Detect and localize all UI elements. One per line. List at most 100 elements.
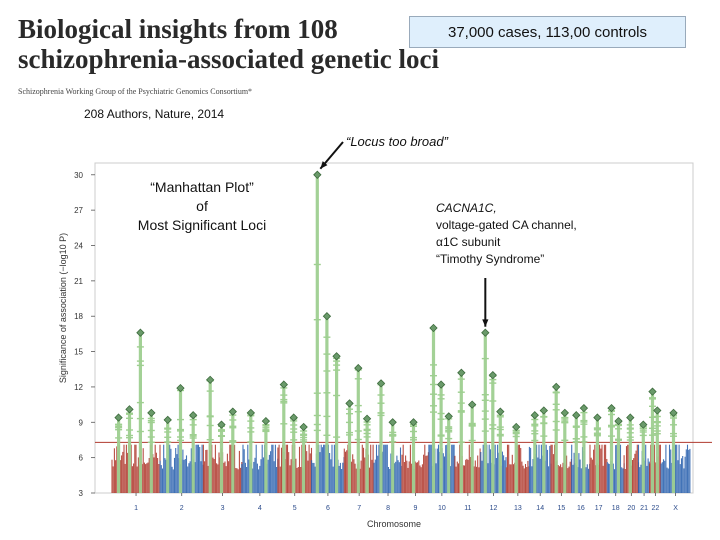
slide-title: Biological insights from 108 schizophren… (18, 14, 538, 74)
peak-chr3-2 (217, 420, 226, 493)
peak-chr3-3 (228, 407, 237, 493)
x-tick-label: 4 (258, 505, 262, 512)
peak-chr21-1 (639, 420, 648, 493)
peak-chr16-2 (579, 403, 589, 493)
gene-line-2: voltage-gated CA channel, (436, 218, 577, 232)
x-tick-label: 15 (557, 505, 565, 512)
peak-chr2-3 (189, 411, 198, 493)
x-tick-label: 5 (293, 505, 297, 512)
x-tick-label: 8 (386, 505, 390, 512)
peak-chr12-3 (496, 407, 505, 493)
x-tick-label: 7 (357, 505, 361, 512)
x-tick-label: 1 (134, 505, 138, 512)
peak-chr10-1 (429, 323, 438, 493)
peak-chr1-4 (147, 408, 156, 493)
gene-name: CACNA1C, (436, 201, 497, 215)
manhattan-note-line-1: “Manhattan Plot” (150, 179, 254, 195)
x-tick-label: 2 (180, 505, 184, 512)
x-tick-label: 6 (326, 505, 330, 512)
x-tick-label: 12 (490, 505, 498, 512)
x-tick-label: 9 (413, 505, 417, 512)
manhattan-note-line-2: of (196, 198, 208, 214)
y-tick-label: 12 (74, 383, 83, 392)
peak-chr17-1 (593, 413, 602, 493)
chromosome-11-points (454, 444, 481, 493)
y-tick-label: 30 (74, 171, 83, 180)
x-tick-label: 18 (612, 505, 620, 512)
title-line-2: schizophrenia-associated genetic loci (18, 44, 439, 74)
x-tick-label: 17 (595, 505, 603, 512)
consortium-credit: Schizophrenia Working Group of the Psych… (18, 87, 253, 96)
peak-chr15-2 (560, 408, 569, 493)
x-tick-label: 21 (640, 505, 648, 512)
cacna1c-arrow (482, 278, 489, 327)
peak-chr5-3 (299, 422, 308, 493)
authors-citation: 208 Authors, Nature, 2014 (84, 107, 225, 121)
peak-chr8-1 (376, 379, 386, 493)
chromosome-9-points (401, 444, 429, 493)
peak-chr4-2 (261, 416, 271, 493)
plot-peaks (114, 170, 678, 494)
peak-chr6-3 (332, 352, 341, 493)
chromosome-14-points (528, 444, 552, 493)
peak-chr14-2 (539, 406, 548, 493)
peak-chr1-3 (136, 328, 145, 493)
peak-chrX-1 (669, 408, 678, 493)
peak-chr15-1 (552, 382, 561, 493)
peak-chr14-1 (530, 411, 539, 493)
peak-chr3-1 (205, 375, 215, 493)
gene-line-3: α1C subunit (436, 235, 501, 249)
manhattan-plot-note: “Manhattan Plot” of Most Significant Loc… (112, 178, 292, 235)
y-tick-label: 21 (74, 277, 83, 286)
peak-chr2-1 (163, 415, 172, 493)
peak-chr1-1 (114, 413, 123, 493)
y-axis-label: Significance of association (−log10 P) (58, 233, 68, 383)
x-axis-label: Chromosome (367, 519, 421, 529)
x-tick-label: 22 (651, 505, 659, 512)
y-tick-label: 6 (79, 454, 84, 463)
plot-points (111, 444, 691, 493)
title-line-1: Biological insights from 108 (18, 14, 338, 44)
peak-chr6-2 (322, 312, 332, 493)
peak-chr13-1 (512, 422, 521, 493)
y-tick-label: 18 (74, 312, 83, 321)
chromosome-18-points (606, 444, 625, 493)
peak-chr5-1 (279, 380, 289, 493)
y-tick-label: 15 (74, 348, 83, 357)
x-tick-label: 20 (627, 505, 635, 512)
y-tick-label: 9 (79, 418, 84, 427)
x-tick-label: 3 (221, 505, 225, 512)
chromosome-X-points (660, 444, 691, 493)
locus-too-broad-arrow (319, 141, 344, 170)
y-tick-label: 27 (74, 206, 83, 215)
chromosome-15-points (550, 444, 572, 493)
plot-arrows (319, 141, 489, 327)
locus-too-broad-note: “Locus too broad” (346, 134, 448, 149)
x-tick-label: 11 (464, 505, 471, 512)
peak-chr7-2 (354, 363, 363, 493)
cases-controls-box: 37,000 cases, 113,00 controls (409, 16, 686, 48)
peak-chr18-1 (607, 403, 616, 493)
peak-chr1-2 (125, 405, 134, 493)
peak-chr7-3 (362, 414, 372, 494)
peak-chr4-1 (246, 408, 256, 493)
peak-chr18-2 (614, 416, 623, 493)
x-tick-label: X (673, 505, 678, 512)
peak-chr22-2 (653, 406, 662, 493)
peak-chr8-2 (388, 418, 397, 493)
y-tick-label: 24 (74, 242, 83, 251)
peak-chr22-1 (648, 387, 657, 493)
peak-chr20-1 (626, 413, 635, 493)
peak-chr11-1 (457, 368, 466, 493)
chromosome-8-points (373, 444, 403, 493)
peak-chr10-2 (436, 380, 446, 493)
peak-chr2-2 (176, 383, 185, 493)
peak-chr5-2 (289, 413, 298, 493)
peak-chr10-3 (444, 412, 453, 493)
gene-line-4: “Timothy Syndrome” (436, 252, 545, 266)
y-tick-label: 3 (79, 489, 84, 498)
x-tick-label: 10 (438, 505, 446, 512)
chromosome-16-points (571, 444, 591, 493)
